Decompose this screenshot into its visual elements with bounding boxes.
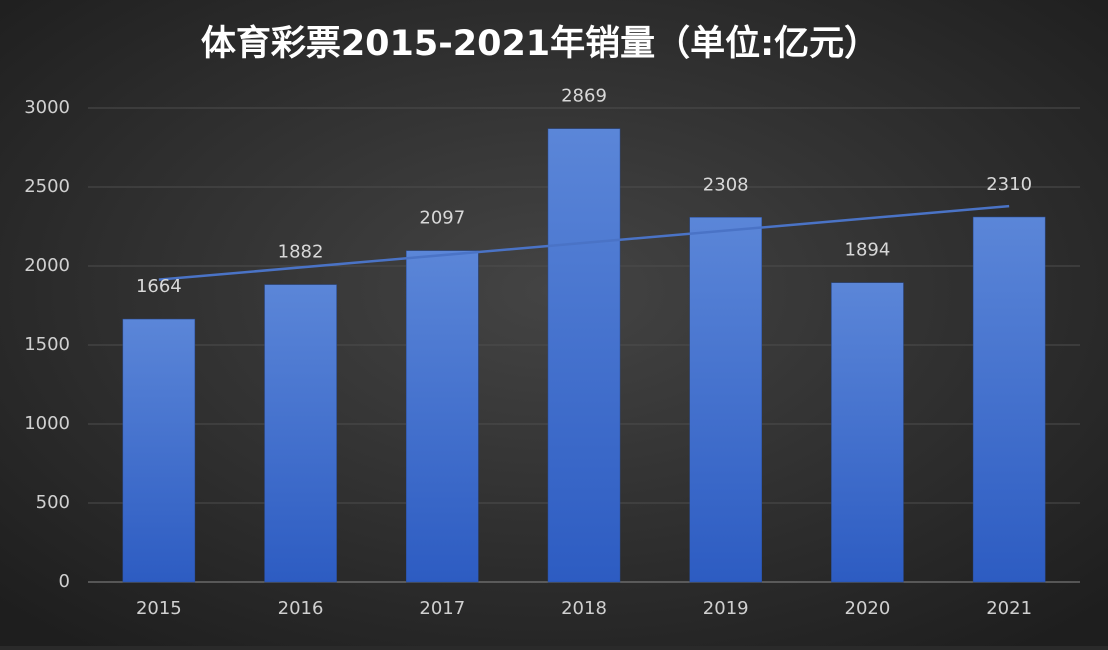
- bar: [264, 284, 337, 583]
- x-tick-label: 2017: [419, 598, 465, 619]
- y-tick-label: 2000: [24, 255, 70, 276]
- chart-title: 体育彩票2015-2021年销量（单位:亿元）: [201, 24, 879, 64]
- value-label: 1882: [278, 242, 324, 263]
- value-label: 2308: [703, 174, 749, 195]
- bar: [122, 318, 196, 583]
- x-tick-label: 2019: [703, 598, 749, 619]
- y-tick-label: 1500: [24, 334, 70, 355]
- x-tick-label: 2015: [136, 598, 182, 619]
- y-tick-label: 0: [59, 571, 70, 592]
- bar: [831, 282, 904, 583]
- value-label: 2310: [986, 174, 1032, 195]
- bar: [689, 217, 762, 583]
- value-label: 1894: [845, 240, 891, 261]
- y-tick-label: 1000: [24, 413, 70, 434]
- y-tick-label: 2500: [24, 176, 70, 197]
- x-tick-label: 2018: [561, 598, 607, 619]
- x-tick-label: 2020: [845, 598, 891, 619]
- x-tick-label: 2021: [986, 598, 1032, 619]
- bar: [406, 250, 479, 583]
- bar: [547, 128, 621, 583]
- y-tick-label: 3000: [24, 97, 70, 118]
- value-label: 1664: [136, 276, 182, 297]
- trendline: [158, 204, 1010, 281]
- value-label: 2097: [419, 208, 465, 229]
- value-label: 2869: [561, 86, 607, 107]
- y-tick-label: 500: [36, 492, 70, 513]
- bar: [972, 216, 1046, 583]
- x-tick-label: 2016: [278, 598, 324, 619]
